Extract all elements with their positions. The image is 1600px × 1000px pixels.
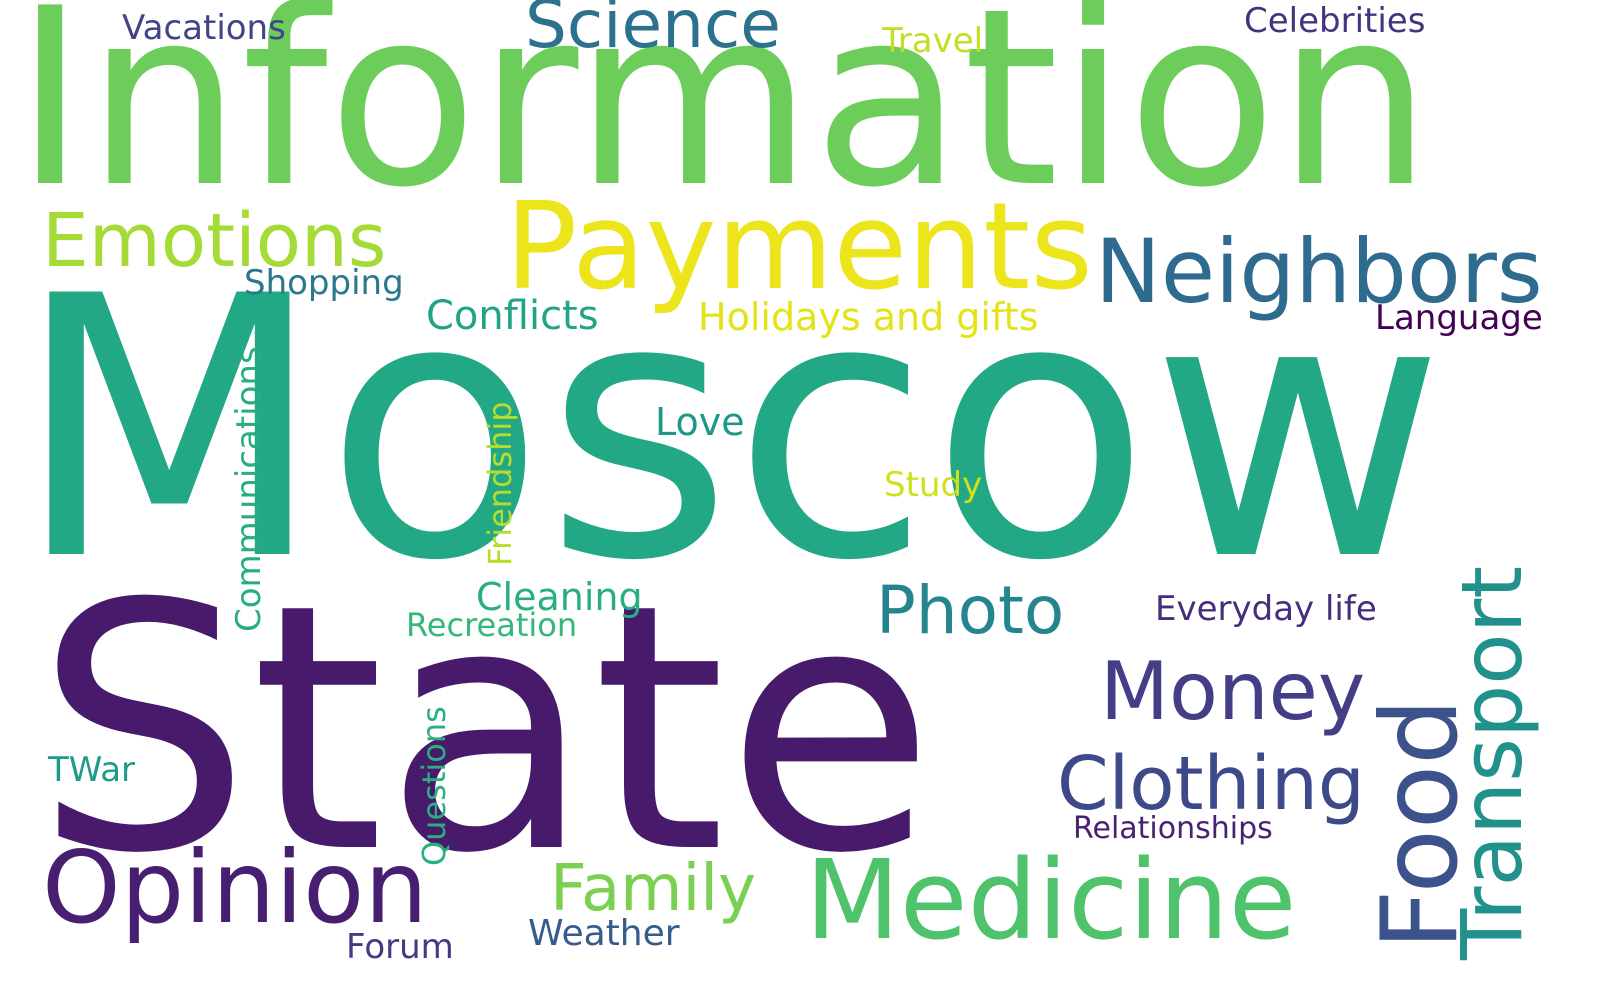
word-family: Family: [550, 852, 756, 926]
word-emotions: Emotions: [42, 198, 387, 284]
word-opinion: Opinion: [42, 829, 428, 946]
word-travel: Travel: [882, 21, 984, 61]
word-science: Science: [525, 0, 781, 63]
word-twar: TWar: [48, 750, 136, 790]
word-weather: Weather: [528, 913, 680, 954]
word-communications: Communications: [229, 346, 269, 632]
word-moscow: Moscow: [14, 220, 1446, 639]
word-love: Love: [655, 400, 745, 444]
word-everyday: Everyday life: [1155, 589, 1377, 629]
word-friendship: Friendship: [481, 401, 519, 566]
word-clothing: Clothing: [1057, 741, 1365, 827]
word-neighbors: Neighbors: [1095, 220, 1543, 323]
word-cleaning: Cleaning: [476, 575, 643, 619]
word-forum: Forum: [346, 927, 454, 967]
word-money: Money: [1100, 645, 1366, 738]
word-medicine: Medicine: [805, 836, 1297, 964]
word-state: State: [35, 532, 935, 928]
word-shopping: Shopping: [244, 263, 404, 303]
word-recreation: Recreation: [406, 606, 578, 644]
word-study: Study: [884, 465, 983, 505]
word-questions: Questions: [415, 706, 453, 866]
word-conflicts: Conflicts: [426, 293, 599, 339]
word-vacations: Vacations: [122, 8, 286, 48]
word-payments: Payments: [505, 178, 1093, 317]
word-photo: Photo: [876, 572, 1065, 649]
word-language: Language: [1375, 298, 1543, 338]
word-holidays: Holidays and gifts: [698, 295, 1039, 339]
word-transport: Transport: [1443, 565, 1541, 960]
word-celebrities: Celebrities: [1244, 1, 1426, 41]
word-relationships: Relationships: [1073, 811, 1273, 846]
word-information: Information: [14, 0, 1433, 241]
